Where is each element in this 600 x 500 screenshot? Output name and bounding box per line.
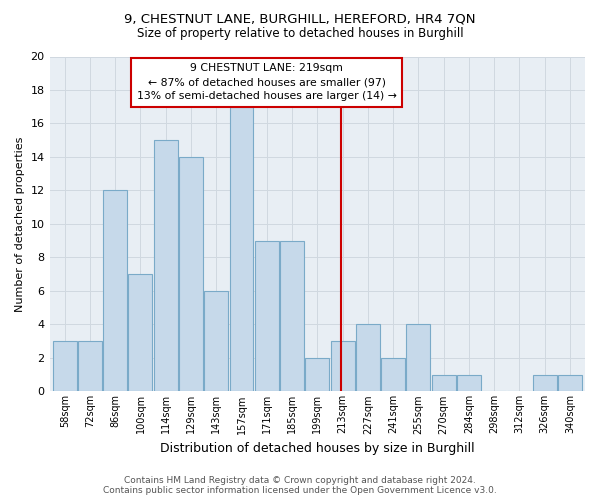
Bar xyxy=(230,106,253,392)
Text: 9, CHESTNUT LANE, BURGHILL, HEREFORD, HR4 7QN: 9, CHESTNUT LANE, BURGHILL, HEREFORD, HR… xyxy=(124,12,476,26)
Bar xyxy=(558,374,582,392)
Bar xyxy=(53,341,77,392)
Bar xyxy=(78,341,102,392)
Bar xyxy=(533,374,557,392)
Bar xyxy=(204,291,228,392)
Bar xyxy=(406,324,430,392)
Bar xyxy=(179,157,203,392)
Bar xyxy=(381,358,405,392)
Bar xyxy=(331,341,355,392)
Bar xyxy=(280,240,304,392)
Bar xyxy=(356,324,380,392)
Bar xyxy=(103,190,127,392)
Y-axis label: Number of detached properties: Number of detached properties xyxy=(15,136,25,312)
Bar xyxy=(154,140,178,392)
Text: Size of property relative to detached houses in Burghill: Size of property relative to detached ho… xyxy=(137,28,463,40)
Bar xyxy=(431,374,455,392)
Bar xyxy=(457,374,481,392)
Bar xyxy=(305,358,329,392)
Text: Contains HM Land Registry data © Crown copyright and database right 2024.
Contai: Contains HM Land Registry data © Crown c… xyxy=(103,476,497,495)
X-axis label: Distribution of detached houses by size in Burghill: Distribution of detached houses by size … xyxy=(160,442,475,455)
Bar xyxy=(255,240,279,392)
Bar xyxy=(128,274,152,392)
Text: 9 CHESTNUT LANE: 219sqm
← 87% of detached houses are smaller (97)
13% of semi-de: 9 CHESTNUT LANE: 219sqm ← 87% of detache… xyxy=(137,63,397,101)
